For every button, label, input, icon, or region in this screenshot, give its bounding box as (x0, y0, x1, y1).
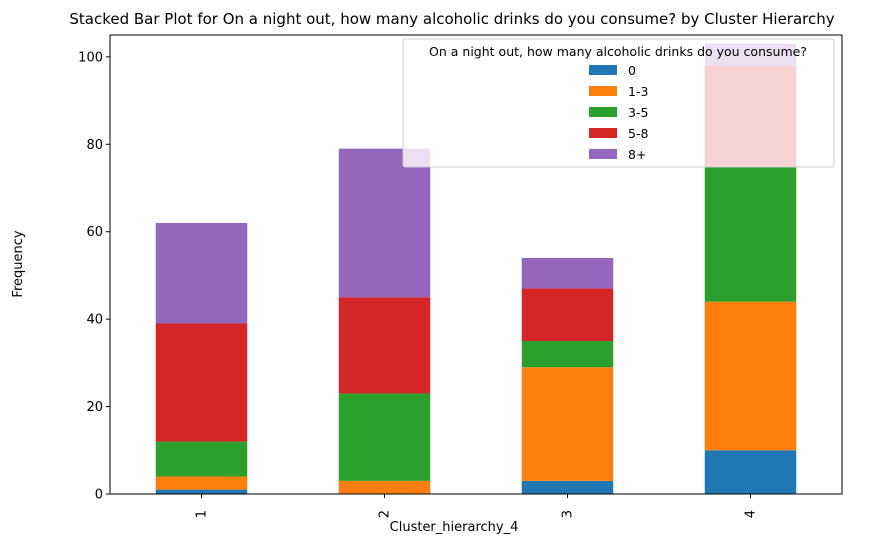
bar-2-series-4 (338, 148, 431, 298)
x-axis: 1 2 3 4 (195, 494, 759, 518)
y-tick-label-100: 100 (78, 50, 103, 65)
legend-label-4: 8+ (628, 147, 646, 162)
bar-1-series-0 (155, 489, 248, 494)
bar-3-series-4 (521, 257, 614, 289)
legend-swatch-1 (589, 86, 617, 96)
bar-2-series-1 (338, 480, 431, 494)
legend-label-2: 3-5 (628, 105, 648, 120)
bar-4-series-1 (704, 301, 797, 451)
bar-3-series-3 (521, 288, 614, 341)
legend-items: 0 1-3 3-5 5-8 8+ (589, 63, 648, 162)
bar-4-series-2 (704, 166, 797, 302)
bar-2-series-2 (338, 393, 431, 481)
plot-frame (109, 34, 843, 495)
legend-swatch-4 (589, 149, 617, 159)
y-axis-title: Frequency (11, 230, 26, 297)
legend: On a night out, how many alcoholic drink… (402, 38, 835, 168)
x-tick-label-3: 3 (561, 510, 576, 518)
bar-1-series-3 (155, 323, 248, 442)
legend-swatch-2 (589, 107, 617, 117)
chart-title: Stacked Bar Plot for On a night out, how… (69, 10, 834, 28)
bar-3-series-2 (521, 341, 614, 368)
bar-4-series-0 (704, 450, 797, 494)
y-tick-label-80: 80 (86, 138, 103, 153)
legend-title: On a night out, how many alcoholic drink… (429, 44, 807, 59)
x-tick-label-2: 2 (378, 510, 393, 518)
x-tick-label-4: 4 (744, 510, 759, 518)
legend-box (402, 38, 835, 168)
bar-2-series-3 (338, 297, 431, 394)
y-tick-label-60: 60 (86, 225, 103, 240)
bar-1-series-4 (155, 222, 248, 324)
x-tick-label-1: 1 (195, 510, 210, 518)
y-tick-label-40: 40 (86, 313, 103, 328)
y-tick-label-20: 20 (86, 400, 103, 415)
bar-3-series-1 (521, 367, 614, 481)
legend-swatch-3 (589, 128, 617, 138)
y-axis: 0 20 40 60 80 100 (78, 50, 110, 503)
bar-1-series-2 (155, 441, 248, 477)
bar-1-series-1 (155, 476, 248, 490)
legend-label-3: 5-8 (628, 126, 648, 141)
legend-label-1: 1-3 (628, 84, 648, 99)
y-tick-label-0: 0 (95, 488, 103, 503)
x-axis-title: Cluster_hierarchy_4 (390, 520, 519, 535)
legend-swatch-0 (589, 65, 617, 75)
legend-label-0: 0 (628, 63, 636, 78)
bar-3-series-0 (521, 480, 614, 494)
